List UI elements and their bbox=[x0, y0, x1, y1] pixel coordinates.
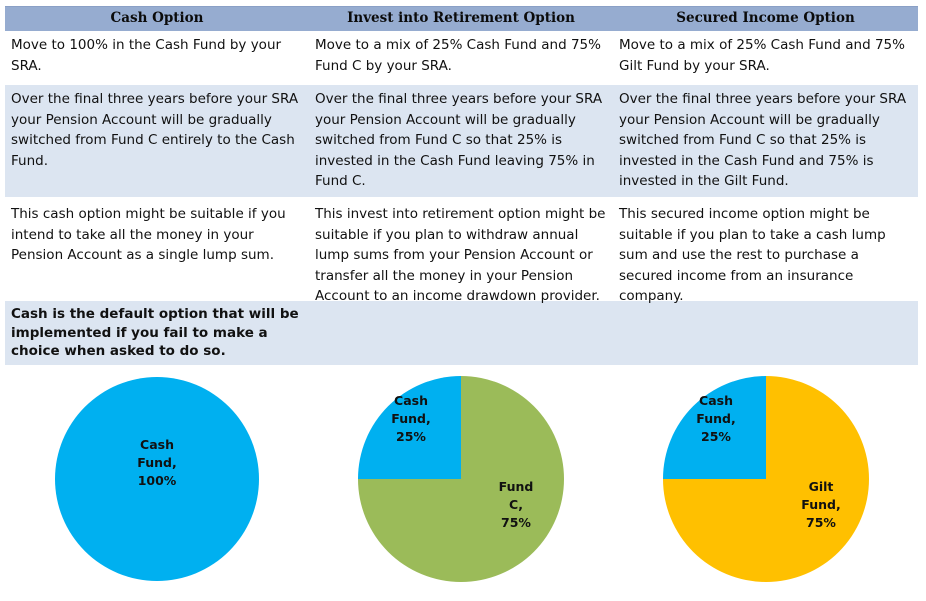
header-invest-option: Invest into Retirement Option bbox=[347, 10, 575, 26]
text-line: Gilt Fund by your SRA. bbox=[619, 57, 770, 74]
pie-slice-label: Cash Fund, 100% bbox=[137, 437, 176, 488]
cell-empty bbox=[309, 301, 613, 365]
text-line: Move to a mix of 25% Cash Fund and 75% bbox=[315, 37, 601, 53]
text-line: company. bbox=[619, 288, 684, 304]
text-line: your Pension Account will be gradually bbox=[619, 111, 880, 128]
cell-allocation-invest: Move to a mix of 25% Cash Fund and 75% F… bbox=[309, 31, 613, 85]
text-line: invested in the Cash Fund and 75% is bbox=[619, 152, 874, 169]
pie-slice bbox=[55, 377, 259, 581]
table-row-switching: Over the final three years before your S… bbox=[5, 85, 918, 197]
table-row-default-note: Cash is the default option that will be … bbox=[5, 301, 918, 365]
comparison-table: Cash Option Invest into Retirement Optio… bbox=[5, 6, 918, 365]
pie-slice-label: Cash Fund, 25% bbox=[696, 393, 735, 444]
table-row-suitability: This cash option might be suitable if yo… bbox=[5, 197, 918, 304]
header-cash-option: Cash Option bbox=[110, 10, 204, 26]
text-line: Fund C. bbox=[315, 173, 366, 189]
table-row-allocation: Move to 100% in the Cash Fund by your SR… bbox=[5, 31, 918, 85]
pie-slice-label: Fund C, 75% bbox=[499, 479, 534, 530]
text-line: This cash option might be suitable if yo… bbox=[11, 206, 286, 222]
cell-switching-cash: Over the final three years before your S… bbox=[5, 85, 309, 197]
text-line: Cash is the default option that will be bbox=[11, 306, 299, 322]
text-line: Over the final three years before your S… bbox=[11, 91, 299, 107]
text-line: Fund. bbox=[11, 152, 48, 169]
pie-slice-label: Gilt Fund, 75% bbox=[801, 479, 840, 530]
text-line: Over the final three years before your S… bbox=[315, 91, 603, 107]
header-secured-income-option: Secured Income Option bbox=[676, 10, 855, 26]
text-line: Over the final three years before your S… bbox=[619, 91, 907, 107]
text-line: your Pension Account will be gradually bbox=[315, 111, 576, 128]
text-line: choice when asked to do so. bbox=[11, 343, 226, 359]
cell-allocation-secured: Move to a mix of 25% Cash Fund and 75% G… bbox=[613, 31, 918, 85]
pie-chart-1: Cash Fund, 100% bbox=[55, 377, 259, 581]
cell-suitability-cash: This cash option might be suitable if yo… bbox=[5, 197, 309, 301]
text-line: intend to take all the money in your bbox=[11, 226, 254, 243]
text-line: Fund C by your SRA. bbox=[315, 57, 452, 74]
text-line: lump sums from your Pension Account or bbox=[315, 247, 593, 263]
cell-empty bbox=[613, 301, 918, 365]
pie-slice bbox=[663, 376, 869, 582]
text-line: suitable if you plan to withdraw annual bbox=[315, 226, 579, 243]
cell-switching-invest: Over the final three years before your S… bbox=[309, 85, 613, 197]
cell-switching-secured: Over the final three years before your S… bbox=[613, 85, 918, 197]
table-header-row: Cash Option Invest into Retirement Optio… bbox=[5, 6, 918, 31]
text-line: sum and use the rest to purchase a bbox=[619, 247, 859, 263]
text-line: This invest into retirement option might… bbox=[315, 206, 606, 222]
pie-slice bbox=[663, 376, 766, 479]
text-line: switched from Fund C entirely to the Cas… bbox=[11, 132, 295, 148]
cell-allocation-cash: Move to 100% in the Cash Fund by your SR… bbox=[5, 31, 309, 85]
text-line: This secured income option might be bbox=[619, 206, 870, 222]
pie-slice bbox=[358, 376, 461, 479]
text-line: SRA. bbox=[11, 57, 42, 74]
cell-suitability-invest: This invest into retirement option might… bbox=[309, 197, 613, 304]
text-line: switched from Fund C so that 25% is bbox=[315, 132, 563, 148]
pie-slice bbox=[358, 376, 564, 582]
text-line: Account to an income drawdown provider. bbox=[315, 288, 600, 304]
pie-charts-svg: Cash Fund, 100%Cash Fund, 25%Fund C, 75%Cash Fu… bbox=[55, 376, 869, 582]
pie-chart-3: Cash Fund, 25% Gilt Fund, 75% bbox=[663, 376, 869, 582]
text-line: invested in the Gilt Fund. bbox=[619, 173, 789, 189]
pie-charts: Cash Fund, 100% Cash Fund, 25% Fund C, 75% Cash Fu… bbox=[0, 376, 926, 601]
pie-slice-label: Cash Fund, 25% bbox=[391, 393, 430, 444]
text-line: secured income from an insurance bbox=[619, 267, 854, 284]
text-line: your Pension Account will be gradually bbox=[11, 111, 272, 128]
cell-default-note: Cash is the default option that will be … bbox=[5, 301, 309, 365]
text-line: transfer all the money in your Pension bbox=[315, 267, 574, 284]
text-line: Pension Account as a single lump sum. bbox=[11, 247, 274, 263]
text-line: Move to a mix of 25% Cash Fund and 75% bbox=[619, 37, 905, 53]
text-line: switched from Fund C so that 25% is bbox=[619, 132, 867, 148]
text-line: implemented if you fail to make a bbox=[11, 324, 268, 341]
text-line: Move to 100% in the Cash Fund by your bbox=[11, 37, 282, 53]
text-line: suitable if you plan to take a cash lump bbox=[619, 226, 886, 243]
cell-suitability-secured: This secured income option might be suit… bbox=[613, 197, 918, 304]
text-line: invested in the Cash Fund leaving 75% in bbox=[315, 152, 595, 169]
pie-chart-2: Cash Fund, 25% Fund C, 75% bbox=[358, 376, 564, 582]
